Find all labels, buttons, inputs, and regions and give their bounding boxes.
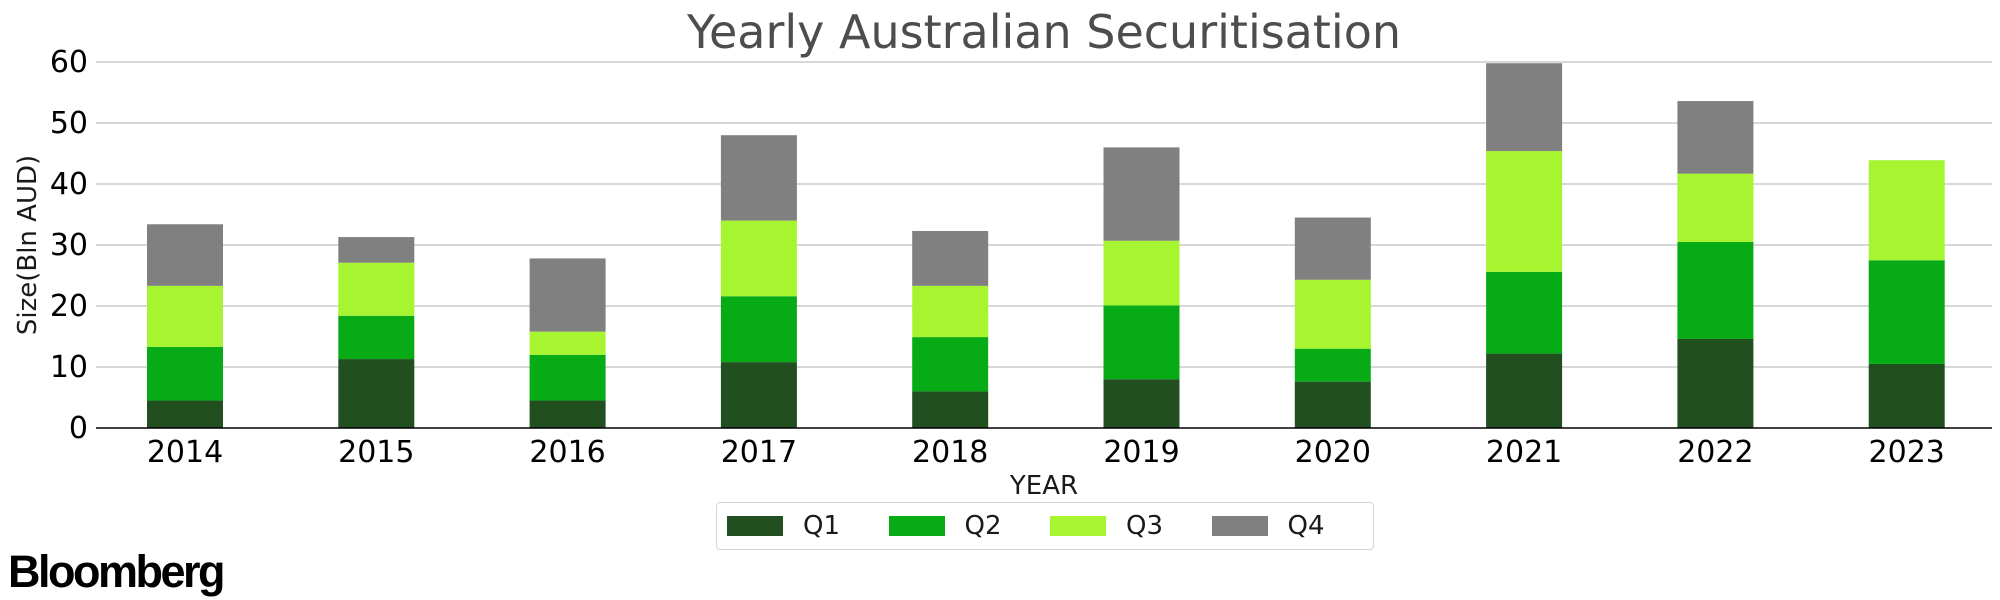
bar-q3-2022 [1677,173,1754,242]
x-tick-label: 2015 [338,435,414,470]
bar-q3-2021 [1486,151,1563,272]
bar-q3-2016 [529,331,606,355]
bar-q4-2018 [912,230,989,286]
bar-q1-2019 [1103,379,1180,428]
legend-item-q1: Q1 [727,511,889,541]
x-tick-labels: 2014 2015 2016 2017 2018 2019 2020 2021 2022 2023 [147,435,1945,470]
x-tick-label: 2022 [1677,435,1753,470]
y-tick-label: 50 [50,106,88,141]
legend-label-q3: Q3 [1126,511,1164,541]
legend-swatch-q3 [1050,516,1106,536]
legend-label-q4: Q4 [1287,511,1325,541]
bloomberg-logo: Bloomberg [8,546,226,597]
bar-q1-2015 [338,359,415,428]
bar-q1-2022 [1677,338,1754,428]
bar-q1-2018 [912,391,989,428]
x-axis-label: YEAR [1009,471,1078,500]
bar-q4-2015 [338,237,415,263]
bar-q2-2017 [720,296,797,363]
bar-q3-2018 [912,285,989,338]
bar-q2-2020 [1294,348,1371,382]
bar-q2-2015 [338,315,415,360]
bar-q1-2021 [1486,353,1563,428]
bar-q4-2022 [1677,101,1754,174]
chart: Yearly Australian Securitisation 0 10 20 30… [13,5,1992,500]
legend-item-q2: Q2 [888,511,1051,541]
bar-q2-2014 [147,346,223,401]
x-tick-label: 2018 [912,435,988,470]
bar-q2-2023 [1868,260,1945,364]
x-tick-label: 2017 [721,435,797,470]
bar-q3-2014 [147,285,223,347]
x-tick-label: 2019 [1103,435,1179,470]
bar-q1-2020 [1294,381,1371,428]
y-tick-label: 60 [50,45,88,80]
x-tick-label: 2016 [529,435,605,470]
legend: Q1 Q2 Q3 Q4 [716,502,1374,550]
bar-q4-2017 [720,135,797,221]
bar-q2-2021 [1486,271,1563,354]
bar-q2-2016 [529,354,606,401]
bar-q1-2023 [1868,363,1945,428]
bar-q3-2023 [1868,160,1945,261]
y-tick-label: 20 [50,289,88,324]
legend-label-q2: Q2 [964,511,1002,541]
x-tick-label: 2020 [1295,435,1371,470]
legend-item-q3: Q3 [1050,511,1212,541]
chart-title: Yearly Australian Securitisation [686,5,1401,59]
y-tick-label: 0 [69,411,88,446]
bar-q2-2019 [1103,305,1180,380]
x-tick-label: 2023 [1869,435,1945,470]
bar-q3-2020 [1294,279,1371,349]
bar-q4-2020 [1294,217,1371,280]
legend-swatch-q4 [1211,516,1268,536]
bar-q3-2015 [338,262,415,316]
bars [147,63,1945,428]
bar-q1-2016 [529,400,606,428]
bar-q4-2014 [147,224,223,286]
y-tick-label: 10 [50,350,88,385]
y-axis-label: Size(Bln AUD) [13,155,43,335]
bar-q3-2019 [1103,240,1180,306]
bar-q1-2014 [147,400,223,428]
legend-swatch-q1 [727,516,783,536]
bar-q1-2017 [720,362,797,428]
y-tick-label: 30 [50,228,88,263]
legend-item-q4: Q4 [1211,511,1374,541]
bar-q4-2021 [1486,63,1563,152]
legend-swatch-q2 [888,516,945,536]
bar-q3-2017 [720,220,797,297]
bar-q4-2019 [1103,147,1180,241]
legend-label-q1: Q1 [803,511,841,541]
bar-q2-2018 [912,337,989,392]
x-tick-label: 2014 [147,435,223,470]
bar-q2-2022 [1677,241,1754,339]
y-tick-label: 40 [50,167,88,202]
bar-q4-2016 [529,258,606,332]
y-tick-labels: 0 10 20 30 40 50 60 [50,45,88,446]
x-tick-label: 2021 [1486,435,1562,470]
